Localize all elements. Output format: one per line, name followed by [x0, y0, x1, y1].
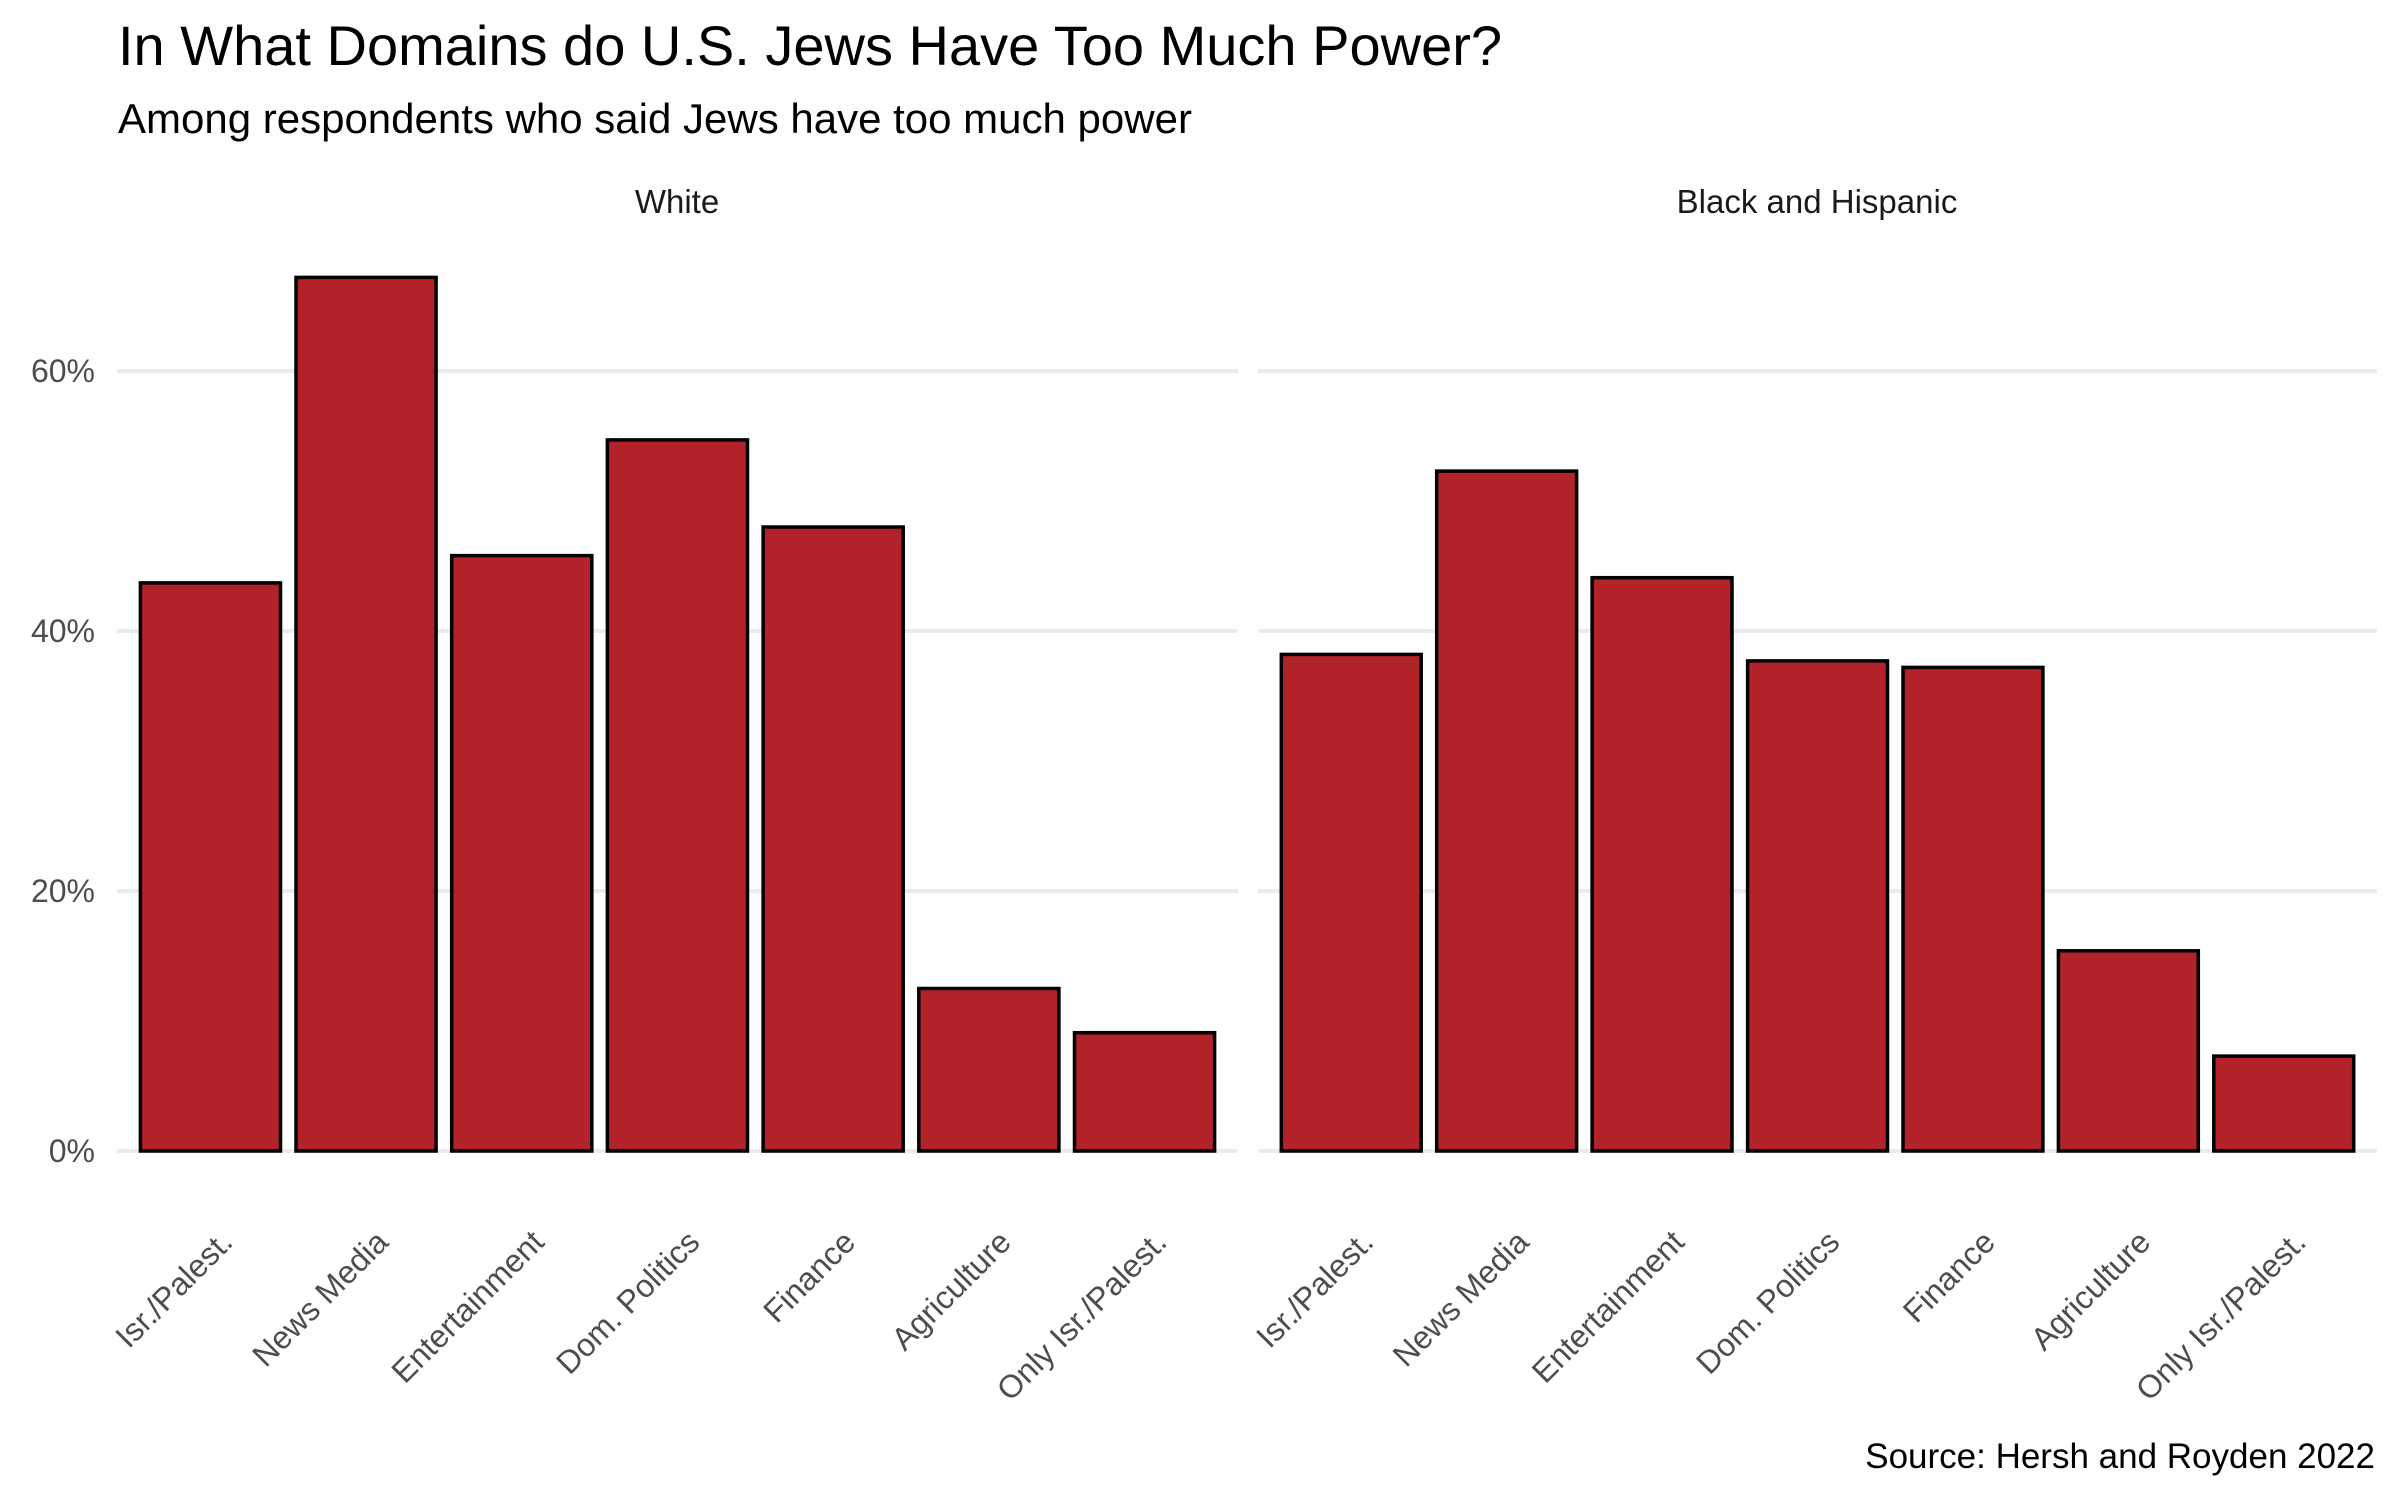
- bar-finance: [761, 525, 905, 1153]
- bar-dom-politics: [1745, 659, 1890, 1153]
- y-tick-label-60: 60%: [31, 353, 95, 389]
- y-tick-label-40: 40%: [31, 613, 95, 649]
- bar-only-isr-palest: [1072, 1030, 1217, 1153]
- bar-isr-palest: [138, 581, 283, 1153]
- bar-dom-politics: [605, 438, 750, 1153]
- chart-subtitle: Among respondents who said Jews have too…: [118, 95, 1192, 142]
- chart-title: In What Domains do U.S. Jews Have Too Mu…: [118, 14, 1502, 77]
- y-axis-labels: 0% 20% 40% 60%: [31, 353, 95, 1169]
- bar-entertainment: [1590, 575, 1734, 1153]
- y-tick-label-20: 20%: [31, 873, 95, 909]
- bar-news-media: [1434, 469, 1579, 1153]
- bar-agriculture: [2056, 949, 2201, 1153]
- bars: [1279, 469, 2356, 1153]
- bar-agriculture: [917, 986, 1061, 1153]
- facet-strip-label: Black and Hispanic: [1677, 183, 1958, 220]
- bar-finance: [1901, 665, 2045, 1153]
- y-tick-label-0: 0%: [49, 1133, 95, 1169]
- bars: [138, 275, 1217, 1153]
- bar-news-media: [294, 275, 438, 1153]
- facet-strip-label: White: [635, 183, 719, 220]
- bar-entertainment: [449, 553, 594, 1153]
- bar-isr-palest: [1279, 652, 1423, 1153]
- bar-only-isr-palest: [2212, 1054, 2356, 1153]
- source-caption: Source: Hersh and Royden 2022: [1865, 1437, 2375, 1476]
